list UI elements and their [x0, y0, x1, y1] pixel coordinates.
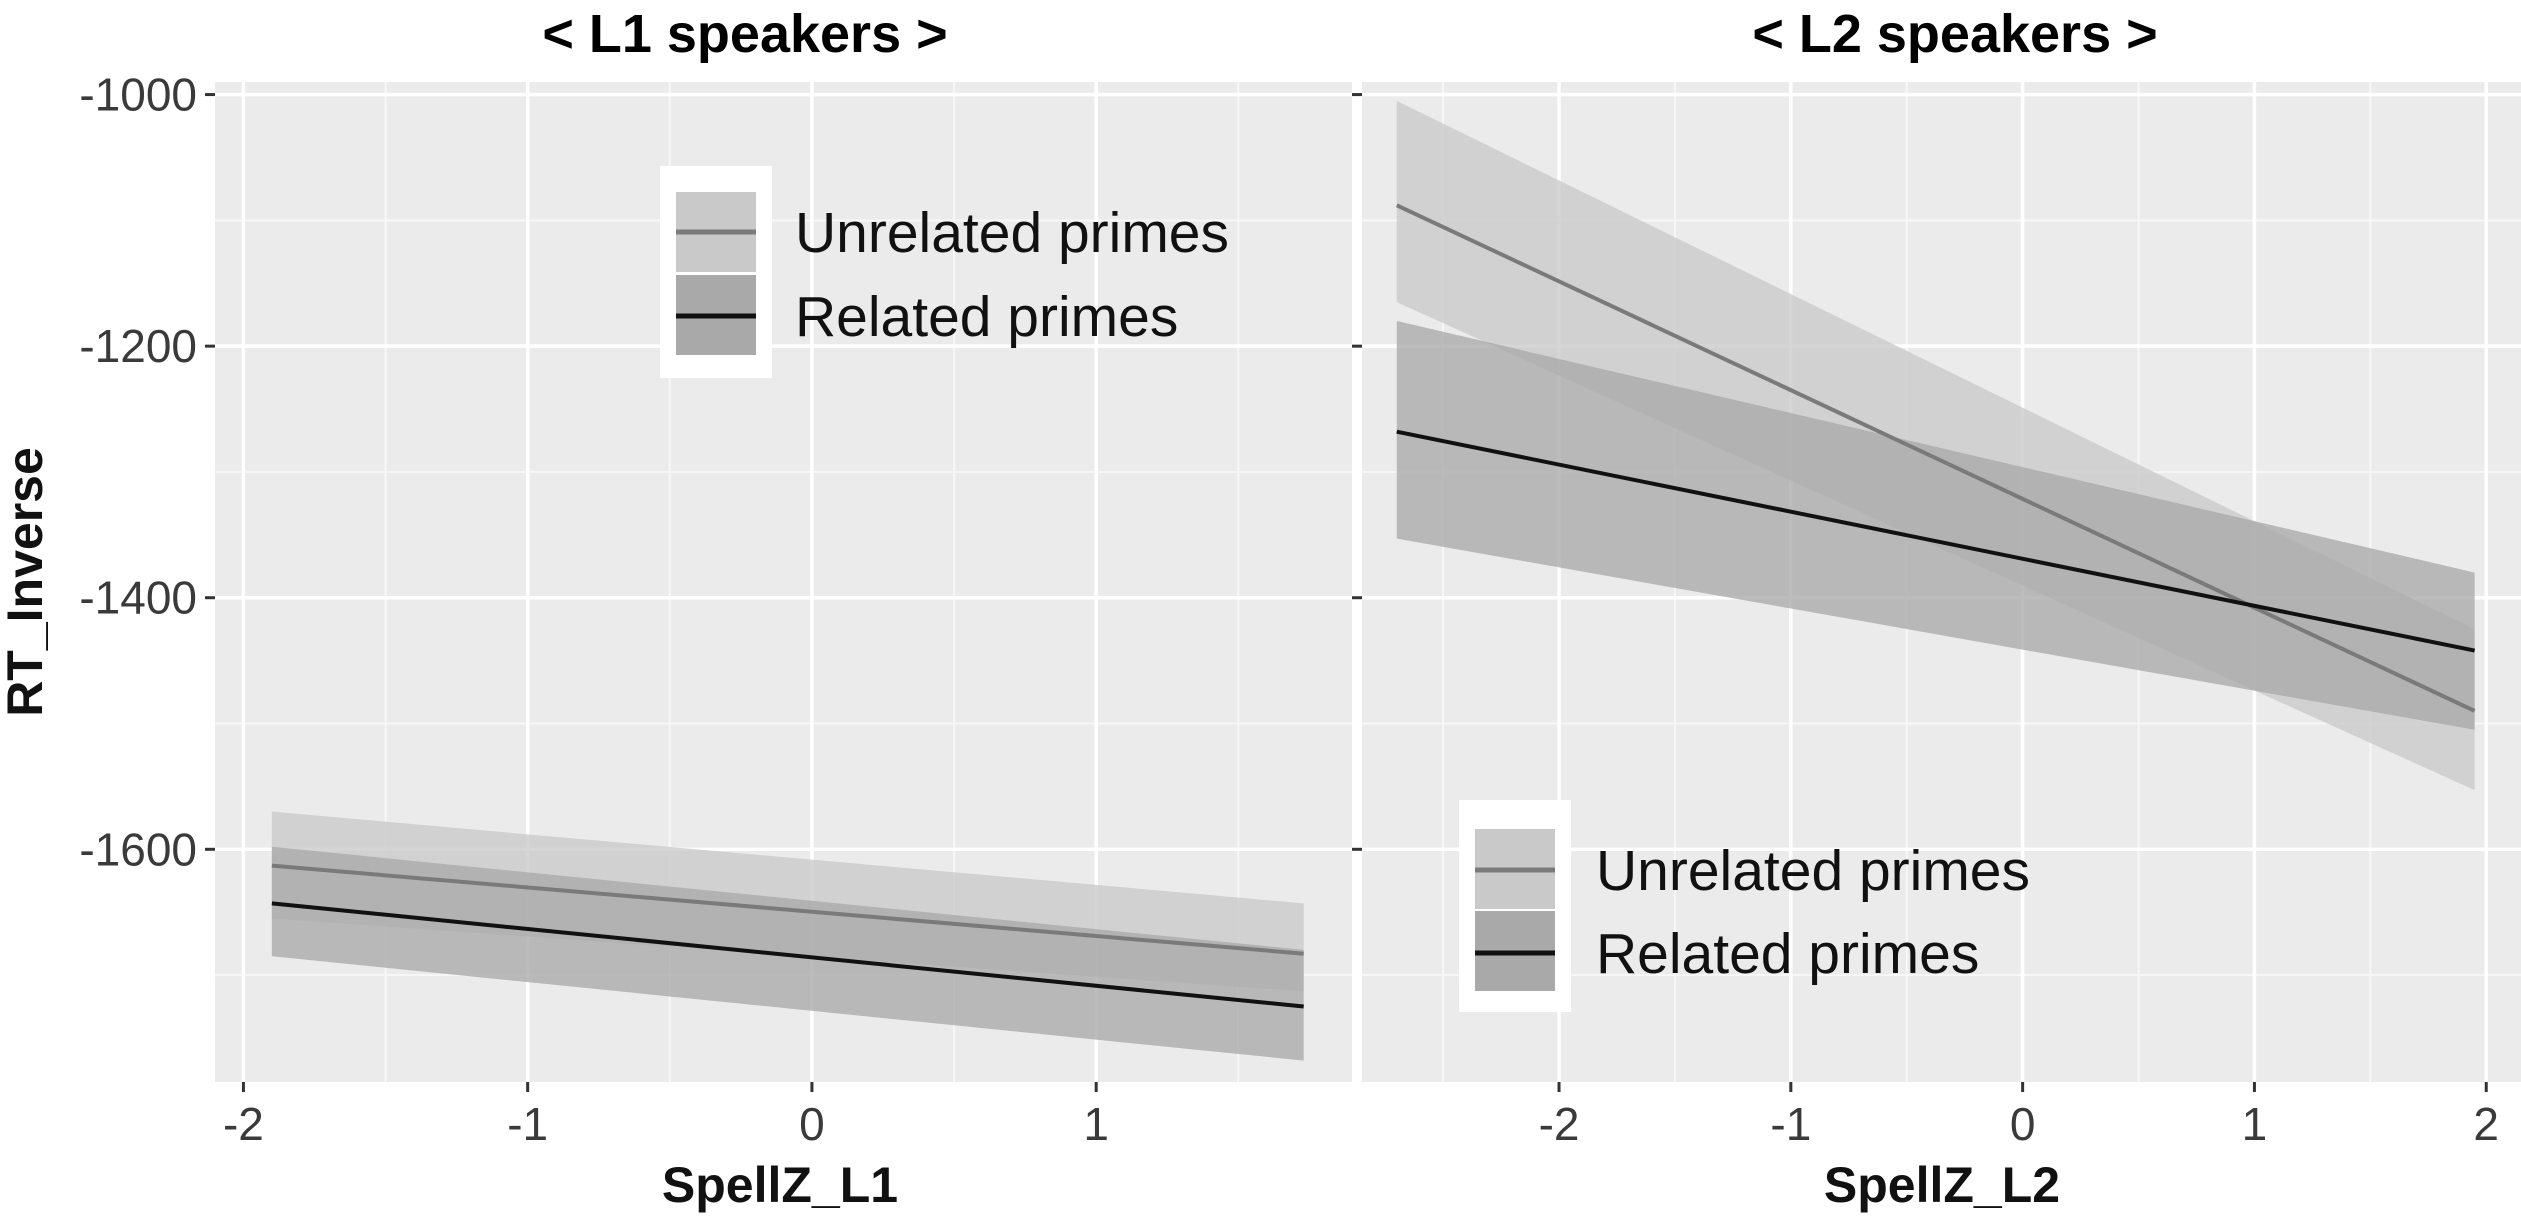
x-tick-label: -2: [223, 1098, 264, 1150]
x-tick-label: -2: [1539, 1098, 1580, 1150]
x-tick-label: 1: [2242, 1098, 2268, 1150]
legend-label: Unrelated primes: [795, 201, 1229, 265]
series-line-related: [271, 901, 1304, 1009]
x-tick-label: 2: [2473, 1098, 2499, 1150]
x-tick-label: -1: [1770, 1098, 1811, 1150]
x-tick-label: 0: [799, 1098, 825, 1150]
panel-l1-speakers: -1000 -1200 -1400 -1600 -2 -1 0 1 < L1 speakers …: [79, 4, 1352, 1213]
panel-l2-speakers: -2 -1 0 1 2 < L2 speakers > SpellZ_L2 Unrelated…: [1352, 4, 2521, 1213]
legend-label: Related primes: [1596, 922, 1979, 986]
y-axis-title: RT_Inverse: [0, 447, 53, 717]
x-axis-title: SpellZ_L2: [1824, 1157, 2060, 1213]
panel-title: < L2 speakers >: [1752, 4, 2157, 64]
series-line-unrelated: [271, 863, 1304, 956]
panel-title: < L1 speakers >: [542, 4, 947, 64]
x-tick-label: -1: [507, 1098, 548, 1150]
x-axis-title: SpellZ_L1: [662, 1157, 898, 1213]
legend-label: Unrelated primes: [1596, 839, 2030, 903]
series-line-related: [1396, 429, 2476, 653]
x-tick-label: 0: [2010, 1098, 2036, 1150]
legend-label: Related primes: [795, 285, 1178, 349]
y-tick-label: -1200: [79, 320, 197, 372]
legend: Unrelated primes Related primes: [660, 166, 1229, 378]
series-line-unrelated: [1395, 203, 2476, 713]
y-tick-label: -1000: [79, 69, 197, 121]
legend: Unrelated primes Related primes: [1459, 800, 2030, 1012]
x-tick-label: 1: [1083, 1098, 1109, 1150]
y-tick-label: -1400: [79, 572, 197, 624]
y-tick-label: -1600: [79, 823, 197, 875]
confidence-band-related: [1396, 320, 2475, 730]
